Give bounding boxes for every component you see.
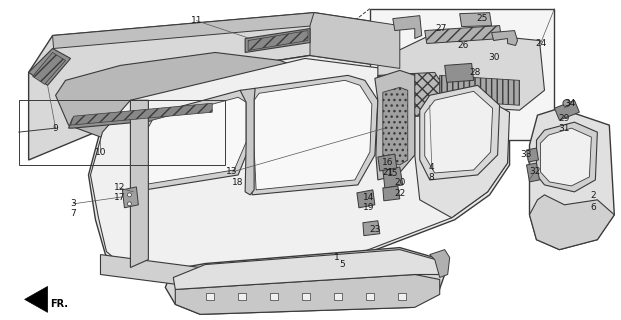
Text: 5: 5 xyxy=(339,260,345,269)
Polygon shape xyxy=(378,72,440,118)
Polygon shape xyxy=(393,16,422,38)
Polygon shape xyxy=(130,100,148,268)
Text: 34: 34 xyxy=(564,99,576,108)
Text: 12: 12 xyxy=(114,183,125,192)
Polygon shape xyxy=(378,154,397,171)
Polygon shape xyxy=(91,59,507,271)
Text: 9: 9 xyxy=(53,124,58,132)
Text: 4: 4 xyxy=(429,164,435,172)
Polygon shape xyxy=(555,100,579,120)
Polygon shape xyxy=(25,286,48,312)
Text: 23: 23 xyxy=(369,225,381,234)
Circle shape xyxy=(127,193,132,197)
Polygon shape xyxy=(357,190,375,208)
Text: 22: 22 xyxy=(394,189,406,198)
Text: 28: 28 xyxy=(469,68,480,77)
Polygon shape xyxy=(245,28,310,52)
Text: FR.: FR. xyxy=(50,300,68,309)
Text: 18: 18 xyxy=(232,179,244,188)
Polygon shape xyxy=(363,221,380,236)
Polygon shape xyxy=(383,167,403,188)
Text: 33: 33 xyxy=(521,149,532,158)
Polygon shape xyxy=(460,13,492,27)
Polygon shape xyxy=(165,248,445,314)
Bar xyxy=(270,293,278,300)
Text: 14: 14 xyxy=(363,193,374,202)
Text: 1: 1 xyxy=(334,253,340,262)
Circle shape xyxy=(563,100,570,107)
Circle shape xyxy=(127,202,132,206)
Polygon shape xyxy=(425,26,502,44)
Polygon shape xyxy=(425,91,492,173)
Polygon shape xyxy=(527,163,540,182)
Polygon shape xyxy=(240,88,255,195)
Text: 30: 30 xyxy=(488,53,499,62)
Polygon shape xyxy=(248,31,308,51)
Polygon shape xyxy=(540,128,591,186)
Polygon shape xyxy=(142,97,246,184)
Text: 10: 10 xyxy=(95,148,106,156)
Bar xyxy=(366,293,374,300)
Polygon shape xyxy=(492,31,517,45)
Text: 24: 24 xyxy=(535,39,546,48)
Text: 26: 26 xyxy=(457,41,468,50)
Polygon shape xyxy=(250,76,378,195)
Text: 25: 25 xyxy=(476,14,487,23)
Polygon shape xyxy=(138,90,250,190)
Text: 6: 6 xyxy=(591,203,596,212)
Text: 13: 13 xyxy=(227,167,238,176)
Polygon shape xyxy=(55,52,310,148)
Polygon shape xyxy=(440,76,520,105)
Text: 20: 20 xyxy=(394,179,406,188)
Polygon shape xyxy=(29,49,71,85)
Polygon shape xyxy=(101,255,375,287)
Bar xyxy=(398,293,406,300)
Polygon shape xyxy=(420,85,499,180)
Polygon shape xyxy=(378,31,545,110)
Polygon shape xyxy=(53,13,315,49)
Polygon shape xyxy=(527,148,538,162)
Polygon shape xyxy=(430,250,450,277)
Polygon shape xyxy=(29,13,400,160)
Polygon shape xyxy=(175,275,440,314)
Text: 8: 8 xyxy=(429,173,435,182)
Bar xyxy=(206,293,214,300)
Polygon shape xyxy=(537,122,597,192)
Bar xyxy=(302,293,310,300)
Polygon shape xyxy=(375,70,415,180)
Polygon shape xyxy=(383,87,408,165)
Text: 31: 31 xyxy=(559,124,570,132)
Polygon shape xyxy=(33,52,66,84)
Polygon shape xyxy=(530,108,614,250)
Polygon shape xyxy=(310,13,400,68)
Text: 29: 29 xyxy=(559,114,570,123)
Polygon shape xyxy=(68,105,215,128)
Polygon shape xyxy=(71,103,212,125)
Polygon shape xyxy=(383,186,400,201)
Polygon shape xyxy=(254,80,372,190)
Polygon shape xyxy=(122,187,138,208)
Text: 19: 19 xyxy=(363,203,374,212)
Bar xyxy=(238,293,246,300)
Text: 16: 16 xyxy=(382,158,394,167)
Polygon shape xyxy=(89,55,510,275)
Polygon shape xyxy=(415,76,510,218)
Text: 15: 15 xyxy=(387,169,399,179)
Text: 3: 3 xyxy=(71,199,76,208)
Text: 27: 27 xyxy=(435,24,446,33)
Polygon shape xyxy=(173,250,440,289)
Text: 21: 21 xyxy=(382,168,394,178)
Text: 17: 17 xyxy=(114,193,125,202)
Polygon shape xyxy=(530,195,614,250)
Text: 2: 2 xyxy=(591,191,596,200)
Bar xyxy=(334,293,342,300)
Text: 7: 7 xyxy=(71,209,76,218)
Polygon shape xyxy=(445,63,474,82)
Text: 32: 32 xyxy=(529,167,540,176)
Polygon shape xyxy=(370,9,555,140)
Text: 11: 11 xyxy=(191,16,202,25)
